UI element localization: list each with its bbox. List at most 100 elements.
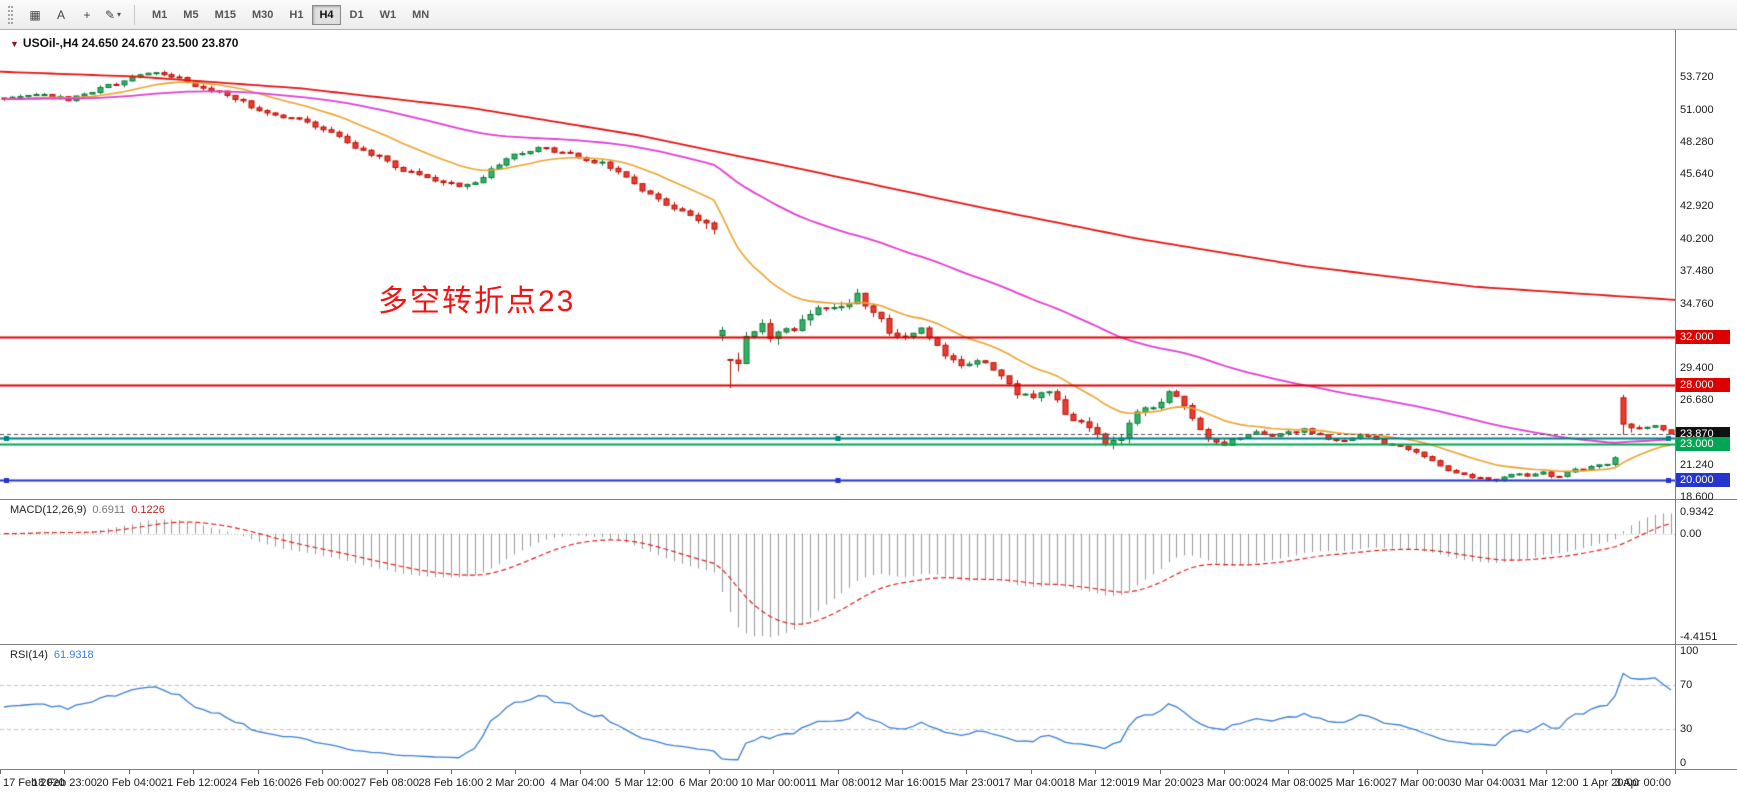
time-axis-tick xyxy=(838,770,839,774)
pencil-icon: ✎ xyxy=(104,7,116,22)
time-axis[interactable]: 17 Feb 2020 18 Feb 23:00 20 Feb 04:00 21 Fe… xyxy=(0,770,1737,795)
crosshair-icon: + xyxy=(83,7,91,22)
time-axis-label: 17 Mar 04:00 xyxy=(998,777,1064,789)
price-axis-label: 51.000 xyxy=(1680,103,1714,116)
macd-signal-value: 0.1226 xyxy=(131,504,165,516)
time-axis-tick xyxy=(515,770,516,774)
time-axis-tick xyxy=(1353,770,1354,774)
chart-type-icon[interactable]: ▦ xyxy=(23,4,47,26)
price-axis-label: 34.760 xyxy=(1680,297,1714,310)
timeframe-button-m15[interactable]: M15 xyxy=(214,8,236,21)
time-axis-tick xyxy=(322,770,323,774)
timeframe-button-m1[interactable]: M1 xyxy=(152,8,168,21)
annotation-text[interactable]: 多空转折点23 xyxy=(378,285,576,318)
time-axis-label: 19 Mar 20:00 xyxy=(1127,777,1193,789)
time-axis-tick xyxy=(451,770,452,774)
crosshair-tool-button[interactable]: + xyxy=(75,4,99,26)
time-axis-tick xyxy=(902,770,903,774)
time-axis-tick xyxy=(0,770,1,774)
rsi-label: RSI(14) 61.9318 xyxy=(10,649,94,661)
time-axis-label: 6 Mar 20:00 xyxy=(679,777,738,789)
time-axis-tick xyxy=(387,770,388,774)
price-line-label: 28.000 xyxy=(1676,377,1730,392)
time-axis-label: 27 Feb 08:00 xyxy=(354,777,419,789)
timeframe-button-m30[interactable]: M30 xyxy=(251,8,274,21)
rsi-canvas[interactable] xyxy=(0,645,1675,769)
macd-axis-label: 0.00 xyxy=(1680,527,1702,540)
time-axis-label: 12 Mar 16:00 xyxy=(869,777,935,789)
rsi-axis-label: 0 xyxy=(1680,757,1687,769)
cursor-tool-glyph: A xyxy=(56,7,65,22)
timeframe-button-d1[interactable]: D1 xyxy=(349,8,364,21)
price-axis-label: 37.480 xyxy=(1680,265,1714,278)
price-line-label: 32.000 xyxy=(1676,329,1730,344)
macd-axis-label: 0.9342 xyxy=(1680,505,1714,518)
time-axis-label: 17 Feb 2020 xyxy=(3,777,65,789)
timeframe-button-h4[interactable]: H4 xyxy=(312,4,341,25)
time-axis-label: 15 Mar 23:00 xyxy=(933,777,999,789)
time-axis-label: 23 Mar 00:00 xyxy=(1191,777,1257,789)
time-axis-tick xyxy=(1288,770,1289,774)
time-axis-tick xyxy=(193,770,194,774)
macd-main-value: 0.6911 xyxy=(92,504,126,516)
macd-panel: MACD(12,26,9) 0.6911 0.1226 0.9342 0.00 -4.4… xyxy=(0,500,1737,645)
chart-type-glyph: ▦ xyxy=(29,7,41,22)
price-axis-label: 40.200 xyxy=(1680,232,1714,245)
time-axis-label: 2 Mar 20:00 xyxy=(486,777,545,789)
time-axis-tick xyxy=(1546,770,1547,774)
time-axis-label: 11 Mar 08:00 xyxy=(805,777,870,789)
toolbar-separator xyxy=(134,4,135,25)
rsi-axis-label: 100 xyxy=(1680,645,1699,657)
rsi-axis-label: 30 xyxy=(1680,723,1693,736)
price-axis-label: 26.680 xyxy=(1680,394,1714,407)
time-axis-label: 25 Mar 16:00 xyxy=(1320,777,1386,789)
macd-label: MACD(12,26,9) 0.6911 0.1226 xyxy=(10,504,165,516)
time-axis-tick xyxy=(1675,770,1676,774)
macd-axis-label: -4.4151 xyxy=(1680,631,1718,643)
time-axis-tick xyxy=(129,770,130,774)
time-axis-tick xyxy=(1095,770,1096,774)
timeframe-button-h1[interactable]: H1 xyxy=(289,8,304,21)
time-axis-tick xyxy=(1224,770,1225,774)
main-chart-canvas[interactable] xyxy=(0,30,1675,499)
chevron-down-icon: ▾ xyxy=(117,10,122,19)
time-axis-tick xyxy=(644,770,645,774)
time-axis-label: 27 Mar 00:00 xyxy=(1384,777,1450,789)
time-axis-tick xyxy=(258,770,259,774)
ohlc-toggle-icon[interactable]: ▼ xyxy=(10,39,19,49)
time-axis-tick xyxy=(64,770,65,774)
macd-name: MACD(12,26,9) xyxy=(10,504,87,516)
price-line-label: 20.000 xyxy=(1676,473,1730,488)
timeframe-button-mn[interactable]: MN xyxy=(412,8,430,21)
draw-tool-button[interactable]: ✎ ▾ xyxy=(101,4,125,26)
cursor-tool-button[interactable]: A xyxy=(49,4,73,26)
time-axis-label: 4 Mar 04:00 xyxy=(550,777,610,789)
price-axis-label: 48.280 xyxy=(1680,136,1714,149)
time-axis-label: 20 Feb 04:00 xyxy=(96,777,162,789)
rsi-name: RSI(14) xyxy=(10,649,48,661)
time-axis-label: 26 Feb 00:00 xyxy=(289,777,355,789)
price-axis-label: 45.640 xyxy=(1680,167,1714,180)
time-axis-tick xyxy=(580,770,581,774)
rsi-value: 61.9318 xyxy=(53,649,94,661)
price-axis-label: 29.400 xyxy=(1680,361,1714,374)
time-axis-label: 24 Feb 16:00 xyxy=(225,777,291,789)
symbol-title: USOil-,H4 xyxy=(22,36,79,50)
time-axis-label: 3 Apr 00:00 xyxy=(1614,777,1671,789)
time-axis-tick xyxy=(1031,770,1032,774)
rsi-panel: RSI(14) 61.9318 100 70 30 0 xyxy=(0,645,1737,770)
time-axis-tick xyxy=(1611,770,1612,774)
time-axis-label: 5 Mar 12:00 xyxy=(614,777,674,789)
time-axis-label: 31 Mar 12:00 xyxy=(1513,777,1579,789)
price-axis-label: 18.600 xyxy=(1680,490,1714,503)
time-axis-label: 18 Feb 23:00 xyxy=(32,777,97,789)
timeframe-button-m5[interactable]: M5 xyxy=(183,8,199,21)
symbol-label: ▼ USOil-,H4 24.650 24.670 23.500 23.870 xyxy=(10,36,238,50)
price-axis-label: 21.240 xyxy=(1680,459,1714,472)
price-axis-separator xyxy=(1675,30,1676,770)
timeframe-button-w1[interactable]: W1 xyxy=(379,8,397,21)
toolbar-grip[interactable] xyxy=(8,5,13,24)
macd-canvas[interactable] xyxy=(0,500,1675,644)
time-axis-label: 28 Feb 16:00 xyxy=(418,777,484,789)
time-axis-label: 18 Mar 12:00 xyxy=(1062,777,1128,789)
